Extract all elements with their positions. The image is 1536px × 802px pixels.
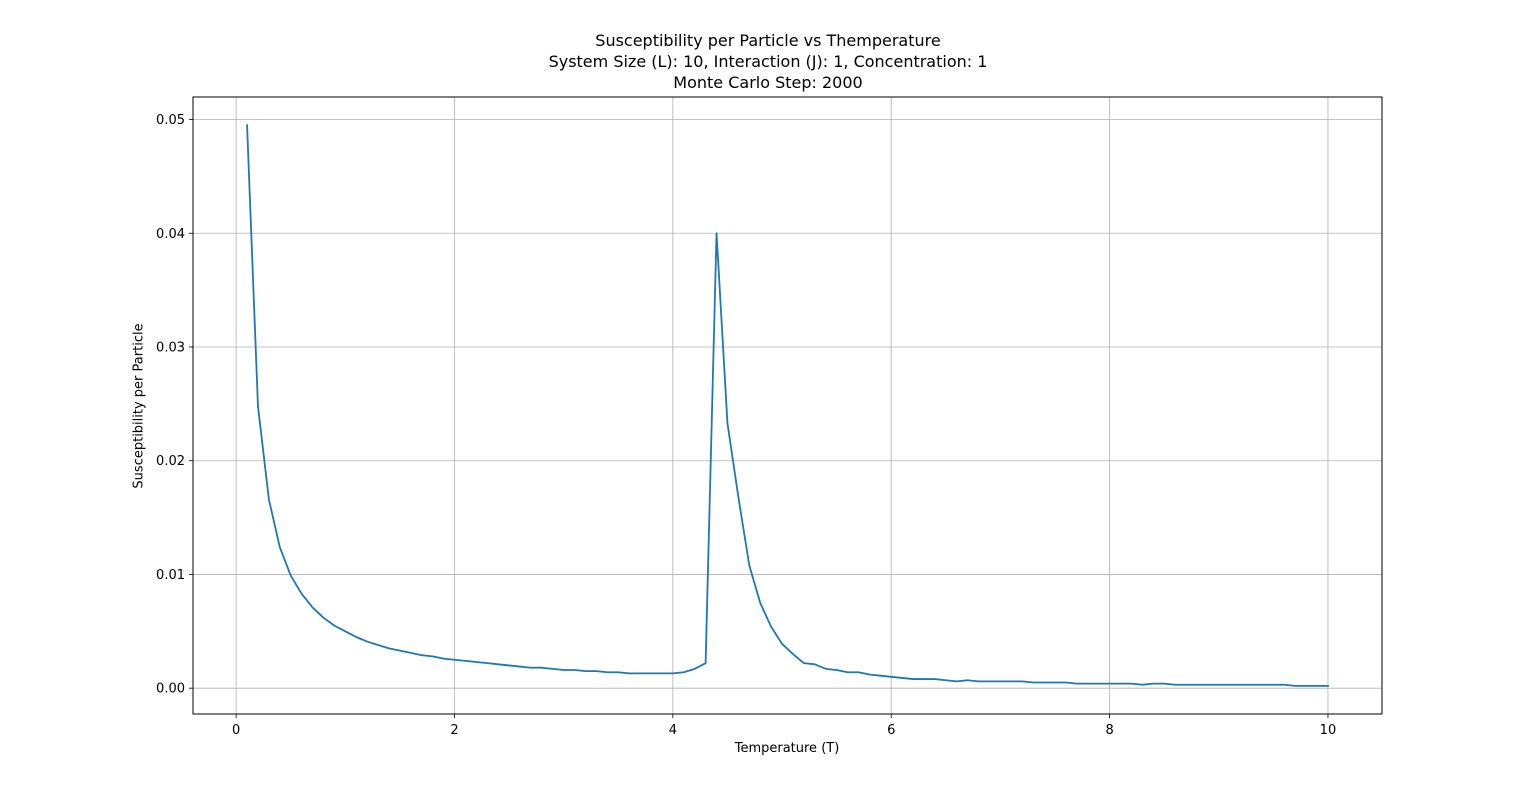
y-tick-label: 0.05 xyxy=(156,113,185,128)
x-tick-label: 6 xyxy=(887,723,895,738)
axes-frame xyxy=(192,96,1383,715)
line-layer xyxy=(246,124,1329,687)
chart-title-line-2: System Size (L): 10, Interaction (J): 1,… xyxy=(548,52,988,71)
y-tick-label: 0.04 xyxy=(156,227,185,242)
chart-title-line-3: Monte Carlo Step: 2000 xyxy=(673,73,863,92)
chart-title-line-1: Susceptibility per Particle vs Themperat… xyxy=(595,31,941,50)
grid-layer xyxy=(193,97,1382,714)
series-line xyxy=(246,124,1329,687)
y-tick-label: 0.03 xyxy=(156,340,185,355)
y-axis-label: Susceptibility per Particle xyxy=(131,323,147,489)
y-tick-label: 0.02 xyxy=(156,454,185,469)
x-tick-label: 2 xyxy=(450,723,458,738)
x-tick-label: 4 xyxy=(669,723,677,738)
x-tick-label: 8 xyxy=(1105,723,1113,738)
y-tick-label: 0.00 xyxy=(156,682,185,697)
x-tick-label: 0 xyxy=(232,723,240,738)
y-tick-label: 0.01 xyxy=(156,568,185,583)
x-tick-label: 10 xyxy=(1320,723,1337,738)
tick-layer: 0 2 4 6 8 10 0.00 0.01 0.02 0.03 0.04 0.05 xyxy=(156,113,1336,738)
x-axis-label: Temperature (T) xyxy=(734,741,840,756)
